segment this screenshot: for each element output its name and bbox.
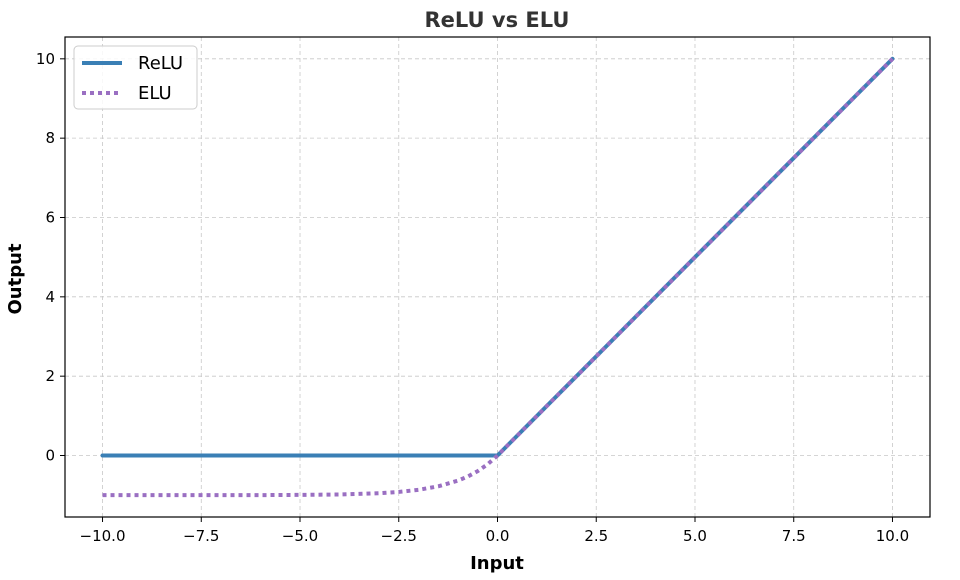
y-axis-label: Output [5,243,26,314]
x-tick-label: −10.0 [80,527,126,545]
x-axis-ticks: −10.0 −7.5 −5.0 −2.5 0.0 2.5 5.0 7.5 10.0 [80,517,909,545]
x-axis-label: Input [470,553,524,574]
y-tick-label: 0 [45,447,55,465]
series-lines [100,56,895,498]
x-tick-label: −2.5 [381,527,417,545]
x-tick-label: 0.0 [486,527,510,545]
legend-label-relu: ReLU [138,53,183,74]
chart-title: ReLU vs ELU [425,8,570,32]
x-tick-label: 5.0 [683,527,707,545]
legend-label-elu: ELU [138,83,172,104]
grid [65,37,930,517]
legend: ReLU ELU [73,45,198,110]
series-line-elu [102,57,894,498]
y-axis-ticks: 0 2 4 6 8 10 [36,50,65,465]
x-tick-label: 7.5 [782,527,806,545]
x-tick-label: −7.5 [183,527,219,545]
x-tick-label: 10.0 [876,527,909,545]
y-tick-label: 6 [45,208,55,226]
y-tick-label: 8 [45,129,55,147]
y-tick-label: 4 [45,288,55,306]
y-tick-label: 2 [45,367,55,385]
y-tick-label: 10 [36,50,55,68]
x-tick-label: 2.5 [584,527,608,545]
x-tick-label: −5.0 [282,527,318,545]
